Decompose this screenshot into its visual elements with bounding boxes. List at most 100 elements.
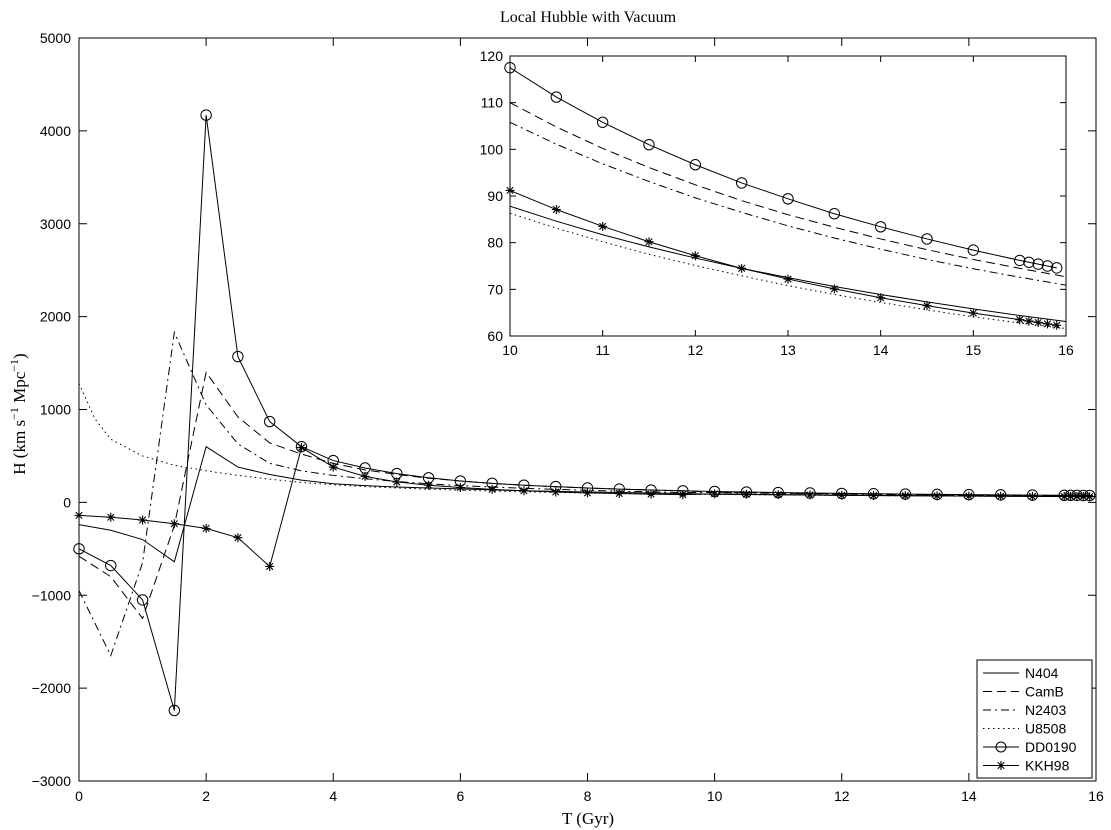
main-series-kkh98-point xyxy=(1059,491,1069,501)
legend-label-camb: CamB xyxy=(1025,684,1064,700)
inset-x-tick-label: 11 xyxy=(595,342,610,358)
inset-x-tick-label: 14 xyxy=(873,342,889,358)
main-y-tick-label: 1000 xyxy=(40,402,71,418)
inset-y-tick-label: 80 xyxy=(487,235,503,251)
main-series-kkh98-point xyxy=(837,490,847,500)
inset-y-tick-label: 70 xyxy=(487,281,503,297)
main-series-dd0190-point xyxy=(136,594,149,606)
legend-label-dd0190: DD0190 xyxy=(1025,739,1077,755)
main-series-dd0190-point xyxy=(200,109,212,121)
inset-x-tick-label: 15 xyxy=(966,342,982,358)
main-x-tick-label: 0 xyxy=(75,788,83,804)
inset-y-tick-label: 110 xyxy=(481,95,504,111)
main-series-dd0190-point xyxy=(232,350,244,363)
inset-series-kkh98-point xyxy=(1042,319,1052,329)
main-series-kkh98-point xyxy=(710,489,720,499)
main-y-tick-label: 3000 xyxy=(40,216,71,232)
main-series-kkh98-point xyxy=(424,480,434,490)
main-series-dd0190-point xyxy=(168,704,181,717)
inset-series-dd0190-point xyxy=(921,233,933,245)
main-x-tick-label: 6 xyxy=(456,788,464,804)
y-axis-title-part-b: Mpc xyxy=(10,371,29,407)
legend-marker-dd0190 xyxy=(995,741,1007,753)
inset-series-kkh98-point xyxy=(876,293,886,303)
inset-x-tick-label: 13 xyxy=(780,342,796,358)
inset-series-dd0190-point xyxy=(782,193,794,205)
inset-series-dd0190-point xyxy=(596,116,609,128)
inset-series-kkh98-point xyxy=(783,274,793,284)
main-series-kkh98-point xyxy=(1066,492,1076,502)
inset-plot: 10 11 12 13 14 15 16 60 70 80 90 100 110 120 xyxy=(480,48,1074,358)
main-series-kkh98-point xyxy=(455,483,465,493)
main-series-kkh98-point xyxy=(551,487,561,497)
main-series-kkh98-point xyxy=(805,490,815,500)
main-series-kkh98-point xyxy=(869,490,879,500)
main-series-kkh98-point xyxy=(678,490,688,500)
inset-x-tick-label: 10 xyxy=(502,342,518,358)
inset-series-kkh98-point xyxy=(1052,320,1062,330)
main-series-kkh98-point xyxy=(773,490,783,500)
main-series-dd0190-point xyxy=(73,543,85,555)
inset-series-dd0190-point xyxy=(1051,262,1063,274)
inset-series-kkh98-point xyxy=(829,284,839,294)
legend-label-kkh98: KKH98 xyxy=(1025,758,1070,774)
inset-y-tick-label: 100 xyxy=(480,141,504,157)
main-series-kkh98-point xyxy=(1027,491,1037,501)
main-series-kkh98-point xyxy=(360,471,370,481)
main-y-tick-label: −2000 xyxy=(32,680,72,696)
main-series-kkh98-point xyxy=(328,462,338,472)
main-y-tick-label: −1000 xyxy=(32,587,72,603)
main-series-kkh98-point xyxy=(1078,492,1088,502)
inset-series-n2403-line xyxy=(510,121,1066,286)
y-axis-title-sup-a: −1 xyxy=(7,407,21,420)
inset-series-dd0190-point xyxy=(735,177,748,189)
inset-series-dd0190-point xyxy=(689,159,702,171)
legend-label-n2403: N2403 xyxy=(1025,702,1066,718)
y-axis-title-sup-b: −1 xyxy=(7,359,21,372)
inset-series-kkh98-point xyxy=(968,308,978,318)
main-x-tick-label: 8 xyxy=(584,788,592,804)
main-series-dd0190-point xyxy=(105,559,117,572)
inset-series-dd0190-point xyxy=(1041,260,1054,272)
legend-box xyxy=(976,659,1093,779)
inset-series-kkh98-point xyxy=(505,185,515,195)
main-y-tick-label: 0 xyxy=(63,494,71,510)
inset-series-dd0190-point xyxy=(1032,258,1044,270)
inset-frame xyxy=(509,55,1067,337)
main-y-tick-label: 2000 xyxy=(40,309,71,325)
inset-series-dd0190-point xyxy=(1023,256,1035,268)
legend: N404 CamB N2403 U8508 DD0190 KKH98 xyxy=(976,659,1093,779)
inset-series-kkh98-point xyxy=(551,205,561,215)
inset-series-dd0190-point xyxy=(874,221,887,233)
main-series-kkh98-point xyxy=(169,519,179,529)
main-series-kkh98-point xyxy=(964,491,974,501)
main-x-tick-label: 10 xyxy=(707,788,723,804)
inset-y-tick-label: 60 xyxy=(487,328,503,344)
inset-series-kkh98-point xyxy=(1024,316,1034,326)
main-series-kkh98-point xyxy=(900,491,910,501)
inset-series-kkh98-line xyxy=(510,189,1057,326)
inset-series-kkh98-point xyxy=(922,301,932,311)
inset-series-kkh98-point xyxy=(1015,315,1025,325)
chart-title: Local Hubble with Vacuum xyxy=(500,9,677,26)
main-y-tick-label: −3000 xyxy=(32,773,72,789)
inset-series-kkh98-point xyxy=(644,237,654,247)
main-series-kkh98-point xyxy=(932,491,942,501)
legend-label-n404: N404 xyxy=(1025,665,1059,681)
legend-marker-kkh98 xyxy=(996,761,1006,770)
main-series-kkh98-point xyxy=(614,489,624,499)
main-x-tick-label: 12 xyxy=(834,788,850,804)
inset-series-kkh98-point xyxy=(737,263,747,273)
main-series-kkh98-point xyxy=(233,533,243,543)
main-series-kkh98-point xyxy=(392,477,402,487)
main-series-kkh98-point xyxy=(138,515,148,525)
inset-series-dd0190-point xyxy=(828,208,841,220)
y-axis-title-part-c: ) xyxy=(10,353,29,359)
main-series-kkh98-point xyxy=(1072,492,1082,502)
main-series-kkh98-point xyxy=(996,491,1006,501)
inset-series-kkh98-point xyxy=(1033,317,1043,327)
inset-x-tick-label: 12 xyxy=(688,342,704,358)
inset-series-camb-line xyxy=(510,102,1066,278)
